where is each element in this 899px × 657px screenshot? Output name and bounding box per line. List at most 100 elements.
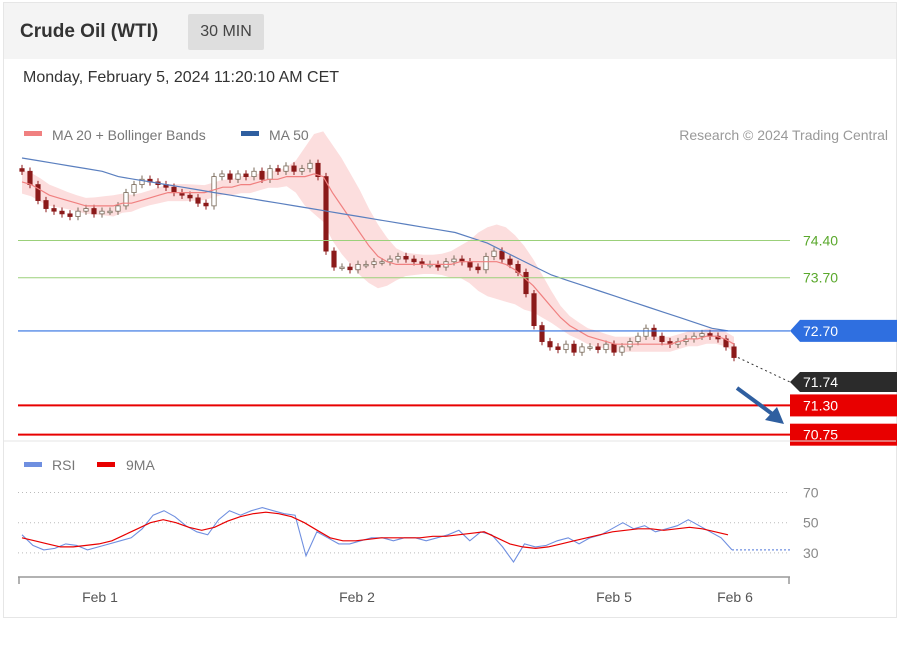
ma50-line [21,157,729,332]
candle-body [403,256,409,260]
rsi-legend-swatch [24,462,42,467]
ma20-line [21,173,735,345]
x-tick-label: Feb 2 [339,589,375,605]
last-price-label: 71.74 [803,374,838,390]
candle-body [299,168,305,172]
copyright-note: Research © 2024 Trading Central [679,127,888,143]
candle-body [467,261,473,268]
support-label: 71.30 [803,397,838,413]
resistance-label: 74.40 [803,232,838,248]
candle-body [123,192,129,207]
support-tag [790,394,897,417]
candle-body [283,165,289,172]
candle-body [275,168,281,172]
candle-body [539,325,545,342]
x-tick-label: Feb 6 [717,589,753,605]
candle-body [211,176,217,207]
candle-body [67,213,73,217]
candle-body [243,173,249,178]
forecast-arrow [735,386,777,418]
candle-body [251,170,257,178]
candle-body [571,343,577,353]
candle-body [523,271,529,295]
support-label: 70.75 [803,427,838,443]
chart-card: Crude Oil (WTI) 30 MIN Monday, February … [3,2,897,618]
ma20-legend-swatch [24,131,42,136]
ma50-legend-swatch [241,131,259,136]
candle-body [491,250,497,257]
candle-body [387,258,393,263]
x-tick-label: Feb 1 [82,589,118,605]
candle-body [27,170,33,185]
bollinger-band-area [22,131,734,352]
candle-body [579,346,585,353]
candle-body [371,261,377,265]
price-levels: 74.40 73.70 72.70 71.74 71.30 70.75 [18,232,897,446]
chart-header: Crude Oil (WTI) 30 MIN [4,3,896,59]
candle-body [531,293,537,326]
rsi-tick-label: 50 [803,515,819,531]
rsi-tick-label: 30 [803,545,819,561]
forecast-arrowhead [765,407,784,424]
pivot-tag [790,319,897,342]
candle-body [187,194,193,199]
candle-body [203,202,209,207]
candle-body [227,173,233,180]
candle-body [555,346,561,350]
candle-body [195,197,201,204]
timeframe-badge[interactable]: 30 MIN [188,14,264,50]
candle-body [499,250,505,260]
rsi-ma-legend-label: 9MA [126,457,155,473]
rsi-legend-label: RSI [52,457,75,473]
rsi-ma-legend-swatch [97,462,115,467]
candle-body [563,343,569,350]
rsi-tick-label: 70 [803,485,819,501]
x-axis: Feb 1 Feb 2 Feb 5 Feb 6 [18,576,790,605]
candle-body [315,162,321,178]
candle-body [547,341,553,348]
candle-body [35,184,41,201]
candle-body [171,186,177,193]
candle-body [19,168,25,172]
candle-body [219,173,225,178]
candle-body [395,256,401,260]
candle-body [139,178,145,185]
candle-body [411,258,417,263]
candle-body [75,210,81,217]
rsi-ma-line [21,511,729,550]
candle-body [483,256,489,271]
instrument-title: Crude Oil (WTI) [20,21,159,42]
pivot-label: 72.70 [803,323,838,339]
candle-body [699,333,705,337]
candle-body [451,258,457,263]
rsi-line [21,507,733,563]
candle-body [307,162,313,170]
ma50-legend-label: MA 50 [269,127,309,143]
candle-body [59,210,65,215]
candle-body [267,168,273,180]
candle-body [131,184,137,193]
x-tick-label: Feb 5 [596,589,632,605]
rsi-gridlines: 70 50 30 [18,485,819,561]
candle-body [323,176,329,252]
candle-body [51,208,57,212]
candle-body [611,343,617,353]
candle-body [347,266,353,271]
candle-body [587,346,593,349]
candle-body [259,170,265,180]
resistance-label: 73.70 [803,270,838,286]
bollinger-band-fill [22,131,734,352]
candle-body [355,264,361,271]
ma20-legend-label: MA 20 + Bollinger Bands [52,127,206,143]
candle-body [83,208,89,212]
candle-body [643,327,649,337]
candle-body [659,335,665,342]
candle-body [331,250,337,268]
candle-body [603,343,609,350]
candle-body [115,205,121,212]
candle-body [507,258,513,265]
candle-body [339,266,345,269]
candle-body [635,335,641,342]
candle-body [619,346,625,353]
